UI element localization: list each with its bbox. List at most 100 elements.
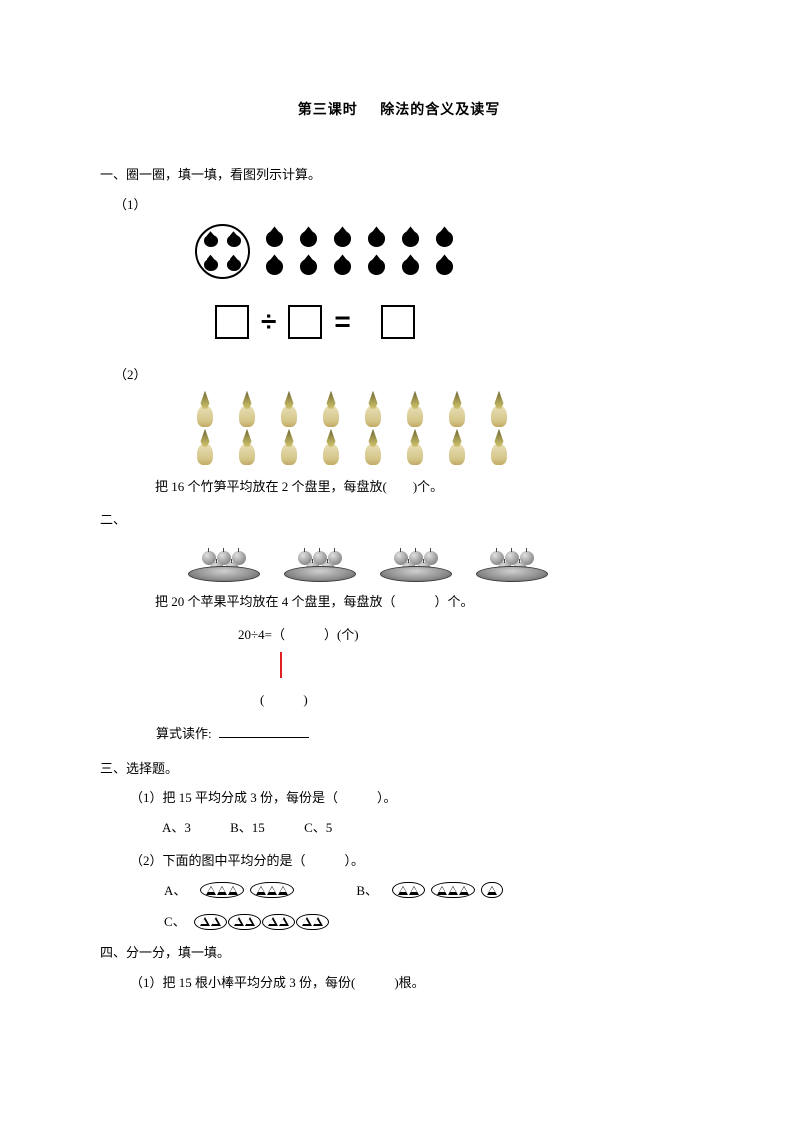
triangle-icon [278,886,288,895]
bamboo-shoot-icon [486,391,512,429]
option-a-figure [200,882,294,898]
bamboo-shoot-icon [318,391,344,429]
bamboo-shoot-icon [192,429,218,467]
s2-read-label: 算式读作: [156,722,698,745]
triangle-icon [398,886,408,895]
red-marker-line [280,652,282,678]
option-b-label[interactable]: B、 [356,879,378,902]
bamboo-shoot-icon [444,429,470,467]
shoot-row-1 [192,391,698,429]
strawberry-icon [434,226,456,248]
section-1-heading: 一、圈一圈，填一填，看图列示计算。 [100,163,698,186]
title-lesson: 第三课时 [298,103,358,118]
strawberry-icon [332,226,354,248]
s2-blank-paren: ( ) [260,688,698,711]
strawberry-icon [226,231,243,248]
dish-icon [284,566,356,582]
section-3-heading: 三、选择题。 [100,757,698,780]
equation-box[interactable] [381,305,415,339]
dish-icon [380,566,452,582]
apple-plate [476,538,548,582]
bamboo-shoot-icon [276,391,302,429]
triangle-icon [256,886,266,895]
triangle-oval [431,882,475,898]
option-c-figure [194,914,329,930]
strawberry-row-1 [264,226,456,248]
option-c[interactable]: C、5 [304,820,332,835]
triangle-icon [437,886,447,895]
circled-strawberries [195,224,250,279]
triangle-oval [392,882,425,898]
triangle-icon [211,917,221,926]
apple-plate [188,538,260,582]
triangle-oval [262,914,295,930]
bamboo-shoot-icon [486,429,512,467]
strawberry-strips [256,226,456,276]
s3-q2-text: （2）下面的图中平均分的是（ ）。 [130,849,698,872]
division-equation-boxes: ÷ = [215,297,698,347]
triangle-oval [200,882,244,898]
strawberry-icon [203,255,220,272]
bamboo-shoot-icon [360,391,386,429]
apple-plate [284,538,356,582]
bamboo-shoot-icon [234,391,260,429]
dish-icon [476,566,548,582]
s3-q1-options: A、3 B、15 C、5 [162,816,698,839]
page-title: 第三课时 除法的含义及读写 [100,98,698,123]
triangle-oval [194,914,227,930]
triangle-icon [279,917,289,926]
s2-fill-text: 把 20 个苹果平均放在 4 个盘里，每盘放（ ）个。 [155,590,698,613]
triangle-icon [217,886,227,895]
triangle-oval [481,882,503,898]
triangle-icon [487,886,497,895]
triangle-oval [228,914,261,930]
strawberry-icon [298,226,320,248]
bamboo-shoot-icon [276,429,302,467]
strawberry-icon [400,254,422,276]
strawberry-icon [226,255,243,272]
strawberry-icon [366,254,388,276]
option-c-label[interactable]: C、 [164,910,186,933]
strawberry-icon [434,254,456,276]
option-a-label[interactable]: A、 [164,879,186,902]
option-a[interactable]: A、3 [162,820,191,835]
divide-symbol: ÷ [255,297,282,347]
equation-box[interactable] [288,305,322,339]
triangle-oval [296,914,329,930]
triangle-icon [200,917,210,926]
bamboo-shoot-figure [192,391,698,467]
bamboo-shoot-icon [318,429,344,467]
bamboo-shoot-icon [192,391,218,429]
triangle-icon [234,917,244,926]
section-4-heading: 四、分一分，填一填。 [100,941,698,964]
triangle-icon [448,886,458,895]
bamboo-shoot-icon [402,429,428,467]
section-2-heading: 二、 [100,508,698,531]
triangle-icon [228,886,238,895]
bamboo-shoot-icon [360,429,386,467]
strawberry-icon [400,226,422,248]
strawberry-icon [298,254,320,276]
option-b[interactable]: B、15 [230,820,265,835]
bamboo-shoot-icon [402,391,428,429]
worksheet-page: 第三课时 除法的含义及读写 一、圈一圈，填一填，看图列示计算。 （1） [0,0,793,1122]
apple-plate [380,538,452,582]
equation-box[interactable] [215,305,249,339]
triangle-icon [409,886,419,895]
triangle-icon [245,917,255,926]
strawberry-icon [366,226,388,248]
bamboo-shoot-icon [234,429,260,467]
dish-icon [188,566,260,582]
read-underline[interactable] [219,737,309,738]
strawberry-icon [264,226,286,248]
s2-equation: 20÷4=（ ）(个) [238,623,698,646]
strawberry-row-2 [264,254,456,276]
s3-q1-text: （1）把 15 平均分成 3 份，每份是（ ）。 [130,786,698,809]
apple-plates-figure [188,538,698,582]
triangle-icon [459,886,469,895]
bamboo-shoot-icon [444,391,470,429]
strawberry-icon [264,254,286,276]
q2-fill-text: 把 16 个竹笋平均放在 2 个盘里，每盘放( )个。 [155,475,698,498]
triangle-icon [268,917,278,926]
option-b-figure [392,882,503,898]
